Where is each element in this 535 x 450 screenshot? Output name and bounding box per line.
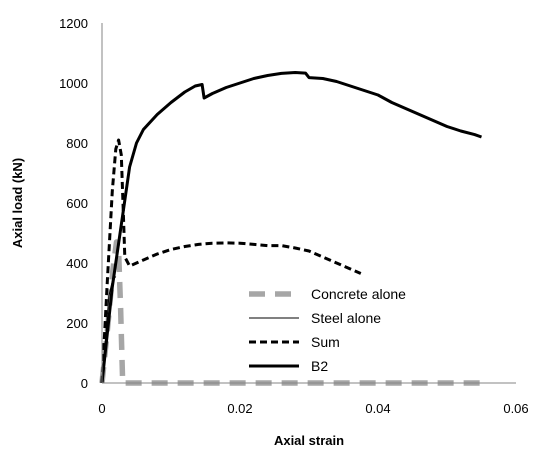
series-line-sum (100, 138, 362, 384)
y-tick-label-1: 200 (66, 316, 88, 331)
x-axis-title: Axial strain (274, 433, 344, 448)
axes (101, 23, 516, 384)
legend: Concrete alone Steel alone Sum B2 (249, 286, 406, 374)
x-tick-label-3: 0.06 (503, 401, 528, 416)
legend-label-concrete-alone: Concrete alone (311, 286, 406, 302)
legend-label-sum: Sum (311, 334, 340, 350)
y-tick-label-2: 400 (66, 256, 88, 271)
series-line-b2 (100, 71, 482, 384)
ticks: 0 200 400 600 800 1000 1200 0 0.02 0.04 0.06 (59, 16, 529, 416)
series-line-concrete-alone (99, 239, 482, 386)
y-tick-label-6: 1200 (59, 16, 88, 31)
y-tick-label-4: 800 (66, 136, 88, 151)
y-axis-title: Axial load (kN) (10, 158, 25, 248)
y-tick-label-5: 1000 (59, 76, 88, 91)
y-tick-label-3: 600 (66, 196, 88, 211)
legend-label-steel-alone: Steel alone (311, 310, 381, 326)
x-tick-label-2: 0.04 (365, 401, 390, 416)
y-tick-label-0: 0 (81, 376, 88, 391)
plot-lines (99, 71, 482, 386)
x-tick-label-1: 0.02 (227, 401, 252, 416)
legend-label-b2: B2 (311, 358, 328, 374)
x-tick-label-0: 0 (98, 401, 105, 416)
